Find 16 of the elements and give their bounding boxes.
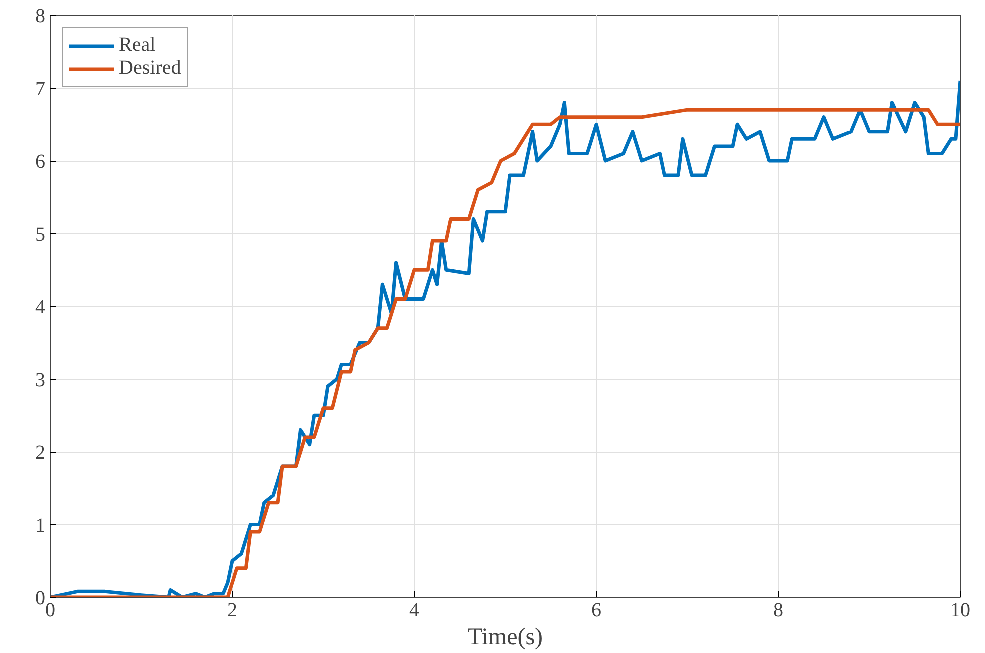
x-tick-label: 10 [950, 600, 970, 622]
y-tick-label: 5 [36, 224, 46, 246]
x-tick-label: 8 [774, 600, 784, 622]
x-tick-label: 2 [228, 600, 238, 622]
y-tick-label: 6 [36, 151, 46, 173]
y-tick-label: 7 [36, 78, 46, 100]
x-tick-label: 4 [410, 600, 420, 622]
y-tick-label: 3 [36, 369, 46, 392]
y-tick-label: 8 [36, 6, 46, 28]
x-axis-title: Time(s) [468, 624, 544, 650]
y-tick-label: 2 [36, 442, 46, 464]
y-tick-label: 1 [36, 514, 46, 537]
legend-label: Real [119, 34, 156, 57]
x-tick-label: 6 [592, 600, 602, 622]
y-tick-label: 4 [36, 296, 46, 318]
legend-label: Desired [119, 57, 182, 80]
